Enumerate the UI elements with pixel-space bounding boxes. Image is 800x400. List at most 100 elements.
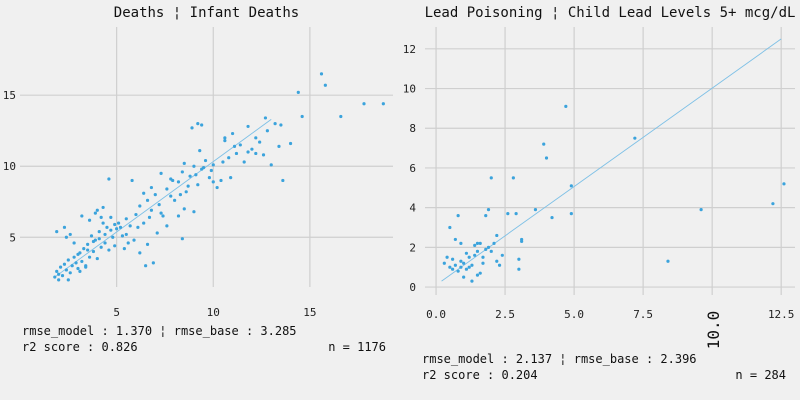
data-point [569,212,573,216]
data-point [192,164,196,168]
data-point [381,102,385,106]
data-point [124,217,128,221]
data-point [66,258,70,262]
data-point [80,259,84,264]
data-point [70,264,74,268]
data-point [159,171,163,175]
data-point [258,140,262,144]
data-point [497,263,502,267]
data-point [234,151,239,156]
data-point [142,191,146,195]
data-point [451,257,455,261]
data-point [86,248,90,252]
data-point [68,232,72,237]
y-tick-label: 0 [409,281,416,294]
y-tick-label: 12 [403,43,416,56]
data-point [55,269,59,273]
data-point [445,255,449,259]
data-point [72,241,76,245]
data-point [161,214,165,218]
data-point [82,247,86,251]
data-point [221,160,225,164]
data-point [173,198,177,202]
data-point [265,129,269,133]
data-point [475,249,480,253]
data-point [196,122,200,126]
data-point [116,221,121,225]
data-point [194,173,198,177]
data-point [76,252,80,256]
data-point [176,180,181,184]
data-point [62,262,67,266]
data-point [159,211,163,215]
data-point [263,116,268,120]
data-point [230,131,235,136]
data-point [84,265,88,269]
data-point [182,161,186,165]
data-point [533,208,538,212]
chart-title: Deaths ¦ Infant Deaths [114,5,299,21]
data-point [211,163,215,167]
data-point [484,247,488,251]
data-point [107,177,111,181]
x-tick-label: 15 [303,306,316,319]
data-point [182,207,186,211]
rmse-label: rmse_model : 2.137 ¦ rmse_base : 2.396 [422,352,697,366]
data-point [86,242,90,246]
data-point [232,144,237,148]
data-point [544,156,549,160]
data-point [462,275,466,279]
data-point [91,249,96,254]
data-point [542,142,546,146]
data-point [459,265,463,269]
data-point [198,149,202,153]
data-point [492,241,496,245]
data-point [209,168,213,173]
data-point [113,222,117,227]
data-point [171,178,175,183]
data-point [462,261,466,265]
data-point [188,174,192,178]
data-point [76,266,80,271]
data-point [451,267,455,271]
data-point [138,204,142,208]
data-point [89,234,94,238]
data-point [459,241,463,245]
data-point [242,160,246,164]
data-point [176,214,181,218]
sample-count-label: n = 1176 [328,340,386,354]
data-point [514,212,518,216]
data-point [192,210,196,214]
data-point [115,227,119,231]
data-point [200,123,204,127]
sample-count-label: n = 284 [735,368,786,382]
y-tick-label: 6 [409,162,416,175]
r2-score-label: r2 score : 0.204 [422,368,538,382]
data-point [481,261,485,265]
data-point [128,224,132,228]
data-point [495,259,499,263]
x-tick-label: 7.5 [633,308,653,321]
data-point [64,268,68,272]
data-point [456,269,460,273]
x-tick-label: 12.5 [768,308,795,321]
y-tick-label: 2 [409,241,416,254]
fit-line [441,38,782,282]
data-point [495,233,499,238]
data-point [273,122,277,126]
data-point [101,221,105,225]
data-point [517,267,521,271]
data-point [180,170,184,174]
y-tick-label: 4 [409,202,416,215]
data-point [134,212,138,217]
x-tick-label: 10 [207,306,220,319]
data-point [453,263,457,267]
data-point [227,156,231,160]
data-point [147,215,152,219]
data-point [99,215,103,219]
data-point [66,278,70,282]
data-point [296,90,300,94]
data-point [207,176,211,180]
y-tick-label: 5 [9,231,16,244]
data-point [569,184,573,188]
